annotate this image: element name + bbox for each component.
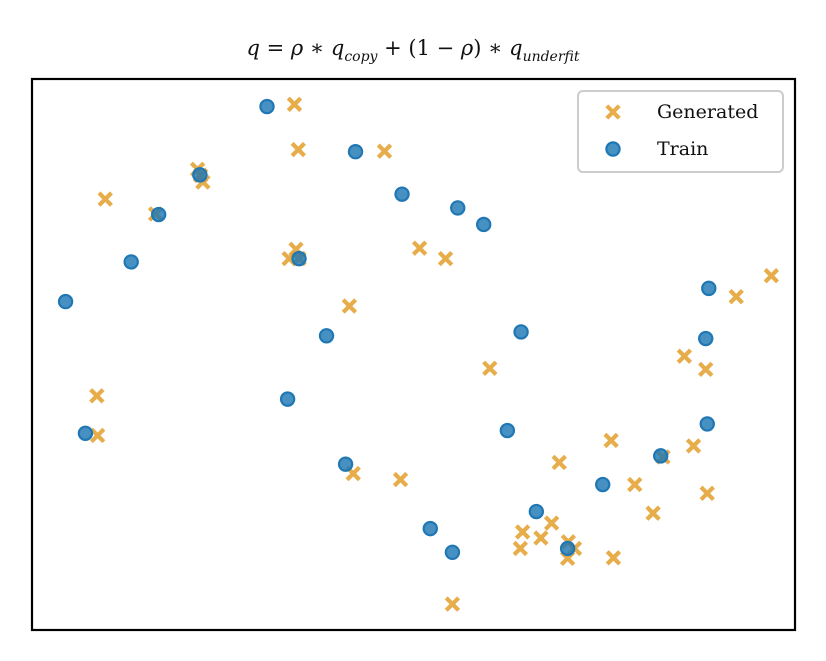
generated-point bbox=[645, 505, 661, 521]
legend-generated-label: Generated bbox=[657, 101, 758, 123]
generated-point bbox=[676, 348, 693, 364]
train-point bbox=[318, 328, 335, 344]
generated-point bbox=[603, 432, 619, 449]
train-point bbox=[701, 280, 717, 297]
generated-point bbox=[392, 471, 409, 488]
generated-point bbox=[514, 524, 531, 540]
train-point bbox=[57, 293, 74, 310]
generated-point bbox=[605, 550, 622, 566]
series-train bbox=[57, 98, 717, 561]
legend: Generated Train bbox=[577, 90, 784, 173]
train-point bbox=[347, 144, 364, 160]
train-point bbox=[291, 250, 307, 267]
generated-point bbox=[376, 143, 393, 159]
generated-point bbox=[627, 476, 643, 493]
train-point bbox=[450, 200, 466, 216]
train-point bbox=[475, 216, 492, 233]
generated-point bbox=[482, 360, 498, 376]
generated-point bbox=[685, 438, 702, 454]
data-marks bbox=[57, 96, 780, 612]
train-point bbox=[513, 324, 529, 340]
generated-point bbox=[97, 191, 113, 207]
legend-train-symbol bbox=[605, 141, 621, 157]
train-point bbox=[123, 254, 139, 270]
generated-point bbox=[341, 298, 358, 314]
legend-box bbox=[577, 90, 784, 173]
generated-point bbox=[551, 454, 567, 471]
generated-point bbox=[290, 141, 306, 158]
chart-title: q = ρ ∗ qcopy + (1 − ρ) ∗ qunderfit bbox=[246, 36, 579, 65]
plot-area-frame bbox=[30, 77, 797, 632]
generated-point bbox=[699, 485, 715, 502]
train-point bbox=[559, 540, 576, 557]
legend-train-marker bbox=[605, 141, 621, 157]
train-point bbox=[699, 416, 715, 432]
generated-point bbox=[728, 288, 744, 305]
train-point bbox=[394, 186, 410, 202]
train-point bbox=[192, 167, 208, 183]
generated-point bbox=[437, 250, 454, 267]
generated-point bbox=[763, 268, 780, 284]
train-point bbox=[150, 206, 167, 223]
generated-point bbox=[543, 515, 560, 531]
train-point bbox=[422, 520, 438, 537]
generated-point bbox=[533, 530, 549, 546]
train-point bbox=[528, 503, 545, 520]
generated-point bbox=[89, 427, 106, 444]
legend-train-label: Train bbox=[657, 138, 708, 160]
train-point bbox=[337, 456, 354, 472]
generated-point bbox=[411, 240, 428, 256]
generated-point bbox=[512, 540, 529, 557]
generated-point bbox=[444, 596, 461, 612]
legend-generated-symbol bbox=[605, 104, 621, 120]
train-point bbox=[444, 544, 461, 561]
generated-point bbox=[89, 388, 105, 404]
generated-point bbox=[286, 96, 303, 113]
train-point bbox=[653, 448, 669, 464]
train-point bbox=[279, 391, 296, 407]
train-point bbox=[259, 98, 275, 115]
train-point bbox=[698, 330, 714, 347]
train-point bbox=[77, 425, 94, 441]
train-point bbox=[499, 422, 516, 439]
legend-generated-marker bbox=[605, 104, 621, 120]
generated-point bbox=[698, 361, 714, 378]
train-point bbox=[595, 476, 611, 493]
